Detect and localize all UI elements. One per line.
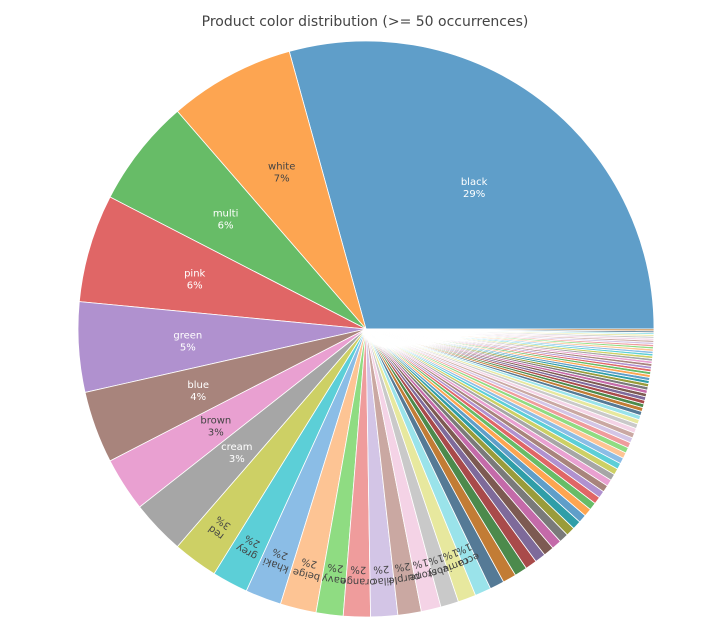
slice-label-percent: 3%	[229, 454, 245, 465]
slice-label-percent: 7%	[274, 174, 290, 185]
slice-label-name: white	[268, 162, 295, 173]
slice-label-percent: 1%	[411, 556, 429, 570]
pie-slice-black	[288, 40, 655, 330]
slice-label-name: green	[173, 330, 202, 341]
slice-label-percent: 2%	[373, 563, 390, 575]
slice-label-name: lilac	[372, 575, 393, 587]
slice-label-name: pink	[184, 269, 205, 280]
slice-label-percent: 1%	[427, 551, 445, 566]
labels-layer: black29%white7%multi6%pink6%green5%blue4…	[173, 162, 487, 588]
slice-label-percent: 29%	[463, 189, 485, 200]
slice-label-name: blue	[187, 380, 209, 391]
slice-label-name: purple	[388, 570, 421, 586]
slice-label-percent: 2%	[327, 561, 344, 574]
slices-layer	[77, 40, 655, 618]
slice-label-percent: 2%	[300, 555, 318, 569]
slice-label-percent: 1%	[441, 546, 460, 562]
pie-slice-81	[365, 328, 655, 332]
slice-label-percent: 2%	[271, 545, 290, 561]
slice-label-percent: 2%	[350, 563, 366, 574]
slice-label-name: brown	[200, 416, 231, 427]
slice-label-percent: 4%	[190, 392, 206, 403]
slice-label-percent: 2%	[394, 560, 411, 573]
slice-label-percent: 3%	[208, 428, 224, 439]
pie-slice-white	[176, 50, 367, 330]
slice-label-percent: 6%	[187, 281, 203, 292]
slice-label-name: cream	[221, 442, 252, 453]
chart-title: Product color distribution (>= 50 occurr…	[202, 14, 529, 30]
slice-label-name: navy	[321, 572, 347, 586]
slice-label-percent: 6%	[218, 221, 234, 232]
slice-label-name: orange	[340, 575, 376, 587]
slice-label-name: multi	[213, 209, 239, 220]
slice-label-name: black	[461, 177, 488, 188]
slice-label-percent: 5%	[180, 342, 196, 353]
